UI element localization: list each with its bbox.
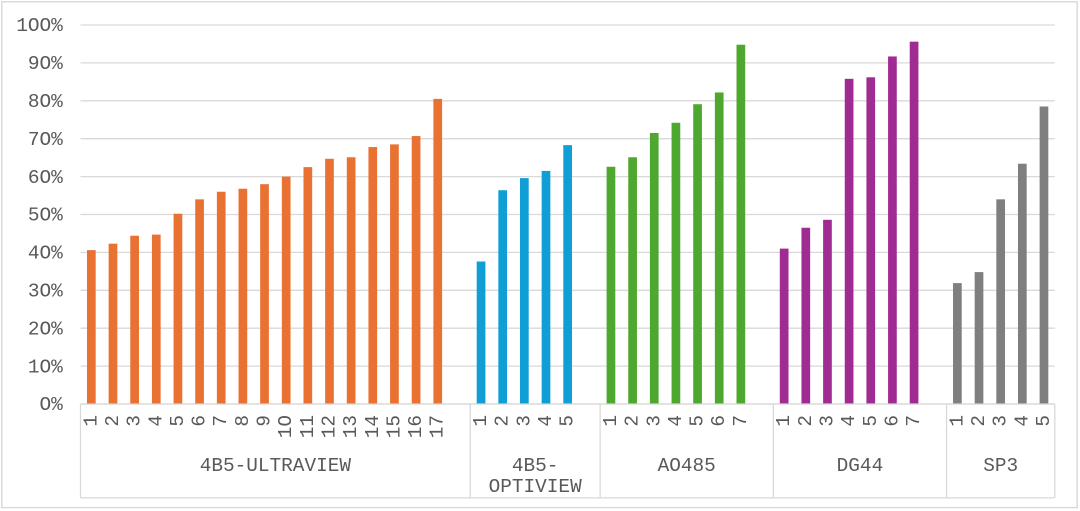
svg-text:7O%: 7O% [28,129,63,151]
svg-text:5: 5 [860,415,882,427]
svg-text:3: 3 [513,415,535,427]
svg-text:4B5-ULTRAVIEW: 4B5-ULTRAVIEW [200,455,352,477]
svg-text:5: 5 [557,415,579,427]
svg-text:16: 16 [405,415,427,438]
svg-text:4O%: 4O% [28,243,63,265]
svg-text:5: 5 [167,415,189,427]
svg-text:1: 1 [470,415,492,427]
svg-text:3: 3 [990,415,1012,427]
svg-text:OPTIVIEW: OPTIVIEW [489,476,582,498]
svg-text:O%: O% [40,394,64,416]
svg-text:5O%: 5O% [28,205,63,227]
svg-text:AO485: AO485 [658,455,716,477]
svg-text:8O%: 8O% [28,91,63,113]
svg-text:9: 9 [254,415,276,427]
svg-text:SP3: SP3 [983,455,1018,477]
svg-text:8: 8 [232,415,254,427]
svg-text:9O%: 9O% [28,53,63,75]
svg-text:5: 5 [1033,415,1055,427]
svg-text:1O: 1O [275,415,297,438]
svg-text:2: 2 [102,415,124,427]
svg-text:1OO%: 1OO% [16,15,63,37]
svg-text:2O%: 2O% [28,318,63,340]
svg-text:1: 1 [80,415,102,427]
svg-text:7: 7 [730,415,752,427]
svg-text:2: 2 [795,415,817,427]
svg-text:1O%: 1O% [28,356,63,378]
svg-text:4: 4 [665,415,687,427]
svg-text:4B5-: 4B5- [512,455,559,477]
svg-text:3: 3 [643,415,665,427]
svg-text:4: 4 [838,415,860,427]
svg-text:6O%: 6O% [28,167,63,189]
svg-text:1: 1 [773,415,795,427]
svg-text:7: 7 [210,415,232,427]
svg-text:1: 1 [946,415,968,427]
svg-text:6: 6 [881,415,903,427]
svg-text:14: 14 [362,415,384,438]
svg-text:4: 4 [145,415,167,427]
svg-text:17: 17 [427,415,449,438]
svg-text:6: 6 [708,415,730,427]
svg-text:2: 2 [492,415,514,427]
svg-text:3: 3 [124,415,146,427]
svg-text:11: 11 [297,415,319,438]
svg-text:4: 4 [1011,415,1033,427]
svg-text:3: 3 [816,415,838,427]
svg-text:6: 6 [189,415,211,427]
svg-text:5: 5 [687,415,709,427]
svg-text:DG44: DG44 [837,455,884,477]
svg-text:13: 13 [340,415,362,438]
svg-text:2: 2 [622,415,644,427]
svg-text:3O%: 3O% [28,281,63,303]
svg-text:2: 2 [968,415,990,427]
svg-text:7: 7 [903,415,925,427]
svg-text:15: 15 [383,415,405,438]
svg-text:1: 1 [600,415,622,427]
svg-text:12: 12 [318,415,340,438]
svg-text:4: 4 [535,415,557,427]
